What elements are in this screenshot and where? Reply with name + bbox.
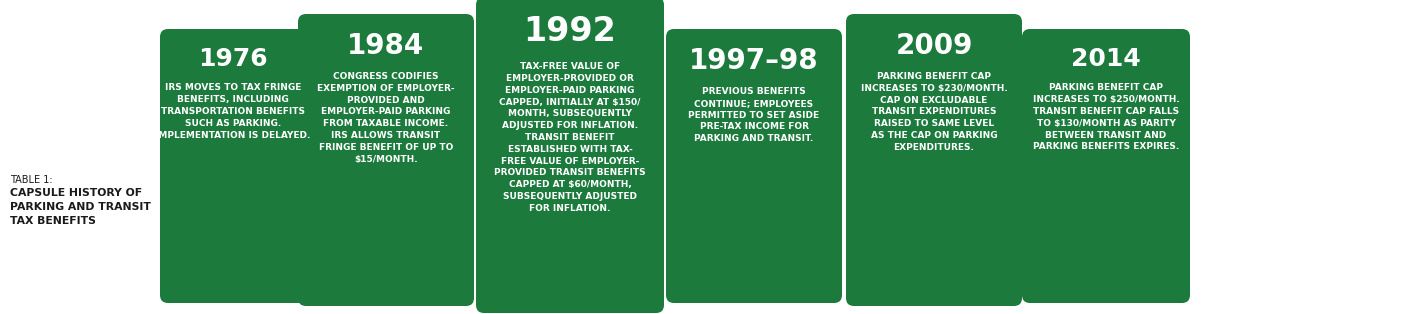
Text: 2009: 2009 xyxy=(896,32,973,60)
Text: 1992: 1992 xyxy=(523,15,616,48)
FancyBboxPatch shape xyxy=(298,14,474,306)
Text: 2014: 2014 xyxy=(1071,47,1140,71)
Text: PARKING BENEFIT CAP
INCREASES TO $230/MONTH.
CAP ON EXCLUDABLE
TRANSIT EXPENDITU: PARKING BENEFIT CAP INCREASES TO $230/MO… xyxy=(860,72,1007,152)
Text: TABLE 1:: TABLE 1: xyxy=(10,175,52,185)
FancyBboxPatch shape xyxy=(666,29,842,303)
FancyBboxPatch shape xyxy=(846,14,1022,306)
Text: CAPSULE HISTORY OF
PARKING AND TRANSIT
TAX BENEFITS: CAPSULE HISTORY OF PARKING AND TRANSIT T… xyxy=(10,188,150,226)
Text: CONGRESS CODIFIES
EXEMPTION OF EMPLOYER-
PROVIDED AND
EMPLOYER-PAID PARKING
FROM: CONGRESS CODIFIES EXEMPTION OF EMPLOYER-… xyxy=(318,72,454,164)
Text: 1997–98: 1997–98 xyxy=(689,47,818,75)
FancyBboxPatch shape xyxy=(160,29,307,303)
Text: IRS MOVES TO TAX FRINGE
BENEFITS, INCLUDING
TRANSPORTATION BENEFITS
SUCH AS PARK: IRS MOVES TO TAX FRINGE BENEFITS, INCLUD… xyxy=(155,84,311,140)
Text: 1984: 1984 xyxy=(347,32,425,60)
Text: PARKING BENEFIT CAP
INCREASES TO $250/MONTH.
TRANSIT BENEFIT CAP FALLS
TO $130/M: PARKING BENEFIT CAP INCREASES TO $250/MO… xyxy=(1032,84,1180,151)
Text: PREVIOUS BENEFITS
CONTINUE; EMPLOYEES
PERMITTED TO SET ASIDE
PRE-TAX INCOME FOR
: PREVIOUS BENEFITS CONTINUE; EMPLOYEES PE… xyxy=(689,87,820,143)
Text: 1976: 1976 xyxy=(198,47,267,71)
Text: TAX-FREE VALUE OF
EMPLOYER-PROVIDED OR
EMPLOYER-PAID PARKING
CAPPED, INITIALLY A: TAX-FREE VALUE OF EMPLOYER-PROVIDED OR E… xyxy=(494,62,645,213)
FancyBboxPatch shape xyxy=(477,0,664,313)
FancyBboxPatch shape xyxy=(1022,29,1189,303)
